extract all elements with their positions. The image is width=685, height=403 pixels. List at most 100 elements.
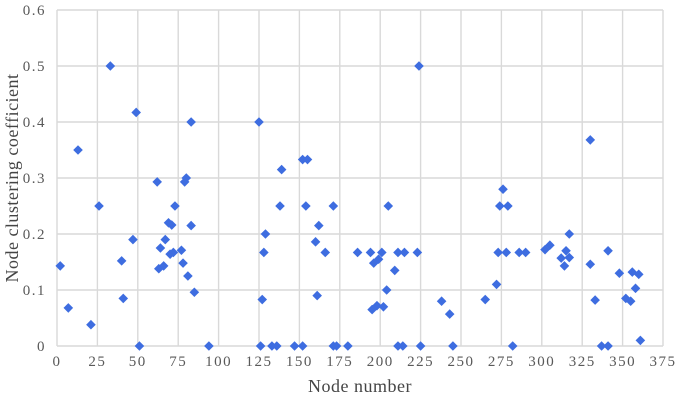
data-point [603, 246, 613, 256]
data-point [368, 258, 379, 268]
data-point [399, 247, 410, 258]
data-point [166, 220, 177, 230]
data-points [55, 61, 646, 351]
data-point [564, 252, 575, 263]
data-point [444, 309, 455, 319]
data-point [260, 229, 271, 239]
data-point [165, 249, 175, 259]
data-point [255, 341, 266, 351]
data-point [491, 279, 502, 290]
data-point [436, 296, 447, 306]
data-point [412, 247, 423, 258]
data-point [398, 341, 408, 351]
data-point [186, 220, 196, 231]
data-point [158, 261, 169, 271]
x-tick-label: 275 [488, 354, 515, 370]
data-point [635, 335, 646, 346]
data-point [503, 201, 513, 211]
data-point [520, 247, 531, 258]
data-point [181, 173, 192, 183]
data-point [312, 290, 322, 301]
axis-tick-labels: 0 25 50 75 100 125 150 175 200 225 250 275 300 325 350… [23, 3, 677, 370]
data-point [128, 234, 138, 245]
data-point [507, 341, 518, 351]
data-point [331, 341, 342, 351]
data-point [621, 293, 631, 304]
y-tick-label: 0 [37, 339, 46, 355]
data-point [259, 247, 269, 258]
y-axis-title: Node clustering coefficient [2, 73, 22, 282]
x-axis-title: Node number [308, 376, 412, 396]
y-tick-label: 0.1 [23, 283, 46, 299]
data-point [297, 341, 308, 351]
data-point [176, 245, 187, 256]
x-tick-label: 325 [569, 354, 596, 370]
data-point [378, 302, 389, 312]
x-tick-label: 375 [650, 354, 677, 370]
y-tick-label: 0.2 [23, 227, 46, 243]
data-point [94, 201, 104, 211]
y-tick-label: 0.5 [23, 59, 46, 75]
data-point [160, 234, 171, 245]
data-point [480, 294, 491, 305]
data-point [310, 237, 321, 247]
data-point [415, 341, 426, 351]
x-tick-label: 50 [129, 354, 147, 370]
data-point [131, 107, 141, 118]
data-point [352, 247, 363, 258]
data-point [257, 294, 268, 305]
data-point [183, 271, 193, 281]
data-point [178, 258, 188, 268]
data-point [556, 253, 566, 263]
data-point [204, 341, 214, 351]
data-point [373, 254, 384, 264]
data-point [289, 341, 300, 351]
x-tick-label: 200 [367, 354, 394, 370]
data-point [545, 240, 555, 250]
data-point [414, 61, 424, 71]
data-point [625, 296, 636, 306]
x-tick-label: 150 [286, 354, 313, 370]
data-point [73, 145, 83, 155]
x-tick-label: 225 [407, 354, 434, 370]
data-point [630, 283, 641, 294]
data-point [152, 177, 162, 187]
data-point [186, 117, 196, 127]
y-tick-label: 0.3 [23, 171, 46, 187]
x-tick-label: 75 [169, 354, 187, 370]
x-tick-label: 125 [246, 354, 273, 370]
data-point [377, 247, 387, 258]
data-point [313, 220, 324, 231]
data-point [372, 300, 382, 311]
x-tick-label: 0 [53, 354, 62, 370]
data-point [514, 247, 524, 258]
data-point [116, 256, 127, 266]
data-point [540, 244, 550, 255]
data-point [559, 261, 570, 271]
gridlines [56, 9, 664, 347]
data-point [267, 341, 277, 351]
data-point [170, 201, 180, 211]
data-point [168, 247, 179, 258]
data-point [297, 154, 308, 165]
data-point [564, 229, 575, 239]
x-tick-label: 350 [609, 354, 636, 370]
data-point [254, 117, 264, 127]
data-point [365, 247, 376, 258]
data-point [320, 247, 331, 258]
data-point [275, 201, 285, 211]
data-point [596, 341, 607, 351]
x-tick-label: 300 [528, 354, 555, 370]
data-point [603, 341, 613, 351]
data-point [633, 269, 644, 280]
data-point [301, 201, 311, 211]
x-tick-label: 250 [448, 354, 475, 370]
data-point [448, 341, 458, 351]
data-point [614, 268, 625, 278]
data-point [63, 303, 74, 313]
data-point [134, 341, 145, 351]
data-point [271, 341, 282, 351]
data-point [498, 184, 508, 194]
